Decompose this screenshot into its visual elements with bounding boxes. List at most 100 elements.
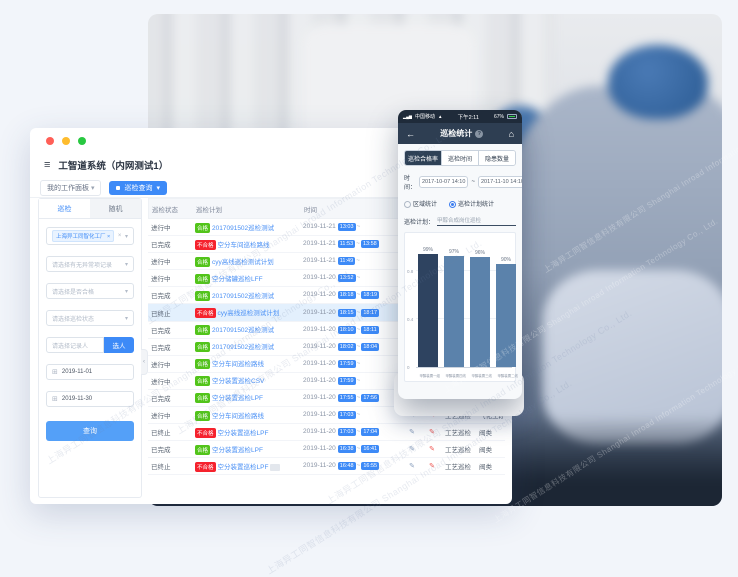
bar-chart: 0.8 0.4 0 99% 97% 96% 90% 甲醇装置一组 甲醇装置四线 甲醇装置三线甲…: [404, 232, 518, 382]
cell-category: 阀类: [479, 447, 492, 455]
window-body: 巡检 随机 上海异工同智化工厂 × × ▾ 请选择有无异常项记录 ▾ 请选择是否…: [30, 198, 512, 498]
bar-value-label: 96%: [474, 250, 485, 256]
plan-link[interactable]: 空分装置巡检LPF: [212, 446, 263, 454]
plan-input[interactable]: 甲醇合成岗位巡检: [437, 216, 516, 226]
edit-red-icon[interactable]: ✎: [429, 463, 435, 471]
segment-active[interactable]: 巡检合格率: [405, 151, 442, 165]
home-icon[interactable]: ⌂: [508, 128, 514, 139]
time-filter-row: 时间： 2017-10-07 14:10 ~ 2017-11-10 14:10: [404, 173, 522, 191]
date-end-input[interactable]: ⊞ 2019-11-30: [46, 391, 134, 407]
status-select[interactable]: 请选择巡检状态 ▾: [46, 310, 134, 326]
plan-link[interactable]: 空分装置巡检CSV: [212, 378, 265, 386]
bar[interactable]: [418, 254, 438, 367]
edit-red-icon[interactable]: ✎: [429, 429, 435, 437]
chevron-down-icon: ▾: [90, 184, 95, 192]
table-row[interactable]: 已终止 不合格 空分装置巡检LPF 2019-11-20 16:48 ~16:55 ✎ ✎ 工艺…: [148, 458, 505, 476]
tilde-separator: ~: [356, 359, 361, 367]
plan-link[interactable]: cyy高线巡检测试计划: [212, 258, 274, 266]
factory-chip[interactable]: 上海异工同智化工厂 ×: [52, 230, 115, 242]
cell-status: 已完成: [151, 327, 171, 335]
table-row[interactable]: 已完成 合格 2017091502巡检测试 2019-11-20 18:18 ~18:19…: [148, 287, 505, 305]
cell-plan: 合格 空分车间巡检路线: [192, 358, 300, 370]
back-arrow-icon[interactable]: ←: [406, 128, 415, 139]
date-text: 2019-11-20: [303, 291, 336, 299]
date-start-input[interactable]: ⊞ 2019-11-01: [46, 364, 134, 380]
segmented-control: 巡检合格率 巡检时间 隐患数量: [404, 150, 516, 166]
tilde-separator: ~: [356, 428, 361, 436]
gray-tag: [270, 463, 281, 471]
maximize-window-icon[interactable]: [78, 137, 86, 145]
minimize-window-icon[interactable]: [62, 137, 70, 145]
cell-category: 阀类: [479, 464, 492, 472]
plan-label: 巡检计划：: [404, 219, 435, 226]
date-text: 2019-11-21: [303, 223, 336, 231]
search-button[interactable]: 查询: [46, 421, 134, 441]
start-time-chip: 16:48: [337, 462, 356, 471]
radio-area-option[interactable]: 区域统计: [404, 199, 437, 208]
cell-status: 已终止: [151, 464, 171, 472]
plan-link[interactable]: 2017091502巡检测试: [212, 292, 275, 300]
segment-item[interactable]: 巡检时间: [442, 151, 479, 165]
info-icon[interactable]: ?: [475, 129, 484, 138]
bar[interactable]: [496, 264, 516, 367]
tilde-separator: ~: [356, 223, 361, 231]
phone-mockup: ▂▄▆ 中国移动 ▲ 下午2:11 67% ← 巡检统计 ? ⌂ 巡检合格率 巡检…: [398, 110, 522, 399]
bar[interactable]: [444, 256, 464, 367]
factory-select[interactable]: 上海异工同智化工厂 × × ▾: [46, 227, 134, 245]
start-time-chip: 16:38: [337, 445, 356, 454]
window-controls[interactable]: [46, 137, 86, 145]
cell-time: 2019-11-20 17:03 ~: [300, 411, 402, 420]
cell-plan: 合格 2017091502巡检测试: [192, 222, 300, 233]
tilde-separator: ~: [356, 308, 361, 316]
end-time-chip: 13:58: [360, 240, 379, 249]
pick-person-button[interactable]: 选人: [104, 337, 134, 353]
abnormal-record-select[interactable]: 请选择有无异常项记录 ▾: [46, 256, 134, 272]
plan-link[interactable]: 空分装置巡检LPF: [217, 429, 269, 437]
clear-icon[interactable]: ×: [117, 233, 122, 239]
sidebar-tab-random[interactable]: 随机: [90, 199, 141, 218]
qualified-select[interactable]: 请选择是否合格 ▾: [46, 283, 134, 299]
plan-link[interactable]: 空分车间巡检路线: [212, 412, 265, 420]
phone-page-title: 巡检统计 ?: [415, 128, 509, 139]
input-placeholder: 请选择记录人: [52, 343, 89, 350]
edit-icon[interactable]: ✎: [409, 463, 415, 471]
phone-navbar: ← 巡检统计 ? ⌂: [398, 123, 522, 144]
plan-link[interactable]: 2017091502巡检测试: [212, 224, 275, 232]
plan-link[interactable]: 空分储罐巡检LFF: [212, 275, 263, 283]
plan-link[interactable]: 空分装置巡检LPF: [217, 463, 269, 471]
plan-link[interactable]: 2017091502巡检测试: [212, 344, 275, 352]
cell-time: 2019-11-20 16:38 ~16:41: [300, 445, 402, 454]
table-row[interactable]: 已终止 不合格 空分装置巡检LPF 2019-11-20 17:03 ~17:04 ✎ ✎ 工艺…: [148, 424, 505, 442]
time-from-input[interactable]: 2017-10-07 14:10: [419, 176, 469, 188]
radio-plan-option[interactable]: 巡检计划统计: [449, 199, 494, 208]
recorder-input[interactable]: 请选择记录人: [46, 337, 104, 353]
tab-workspace[interactable]: 我的工作面板 ▾: [40, 179, 102, 196]
tilde-separator: ~: [471, 179, 475, 185]
date-text: 2019-11-20: [303, 428, 336, 436]
plan-link[interactable]: 空分车间巡检路线: [212, 361, 265, 369]
start-time-chip: 17:03: [337, 411, 356, 420]
table-row[interactable]: 已完成 合格 2017091502巡检测试 2019-11-20 18:02 ~18:04…: [148, 339, 505, 356]
table-row[interactable]: 已完成 合格 空分装置巡检LPF 2019-11-20 16:38 ~16:41 ✎ ✎ 工艺巡…: [148, 441, 505, 459]
time-to-input[interactable]: 2017-11-10 14:10: [477, 176, 522, 188]
date-text: 2019-11-20: [303, 342, 336, 350]
bar[interactable]: [470, 257, 490, 367]
plan-link[interactable]: 空分装置巡检LPF: [212, 395, 263, 403]
date-start-value: 2019-11-01: [61, 369, 93, 375]
tab-inspection-query[interactable]: 巡检查询 ▾: [109, 180, 167, 195]
sidebar-collapse-handle[interactable]: ‹: [141, 349, 148, 375]
plan-link[interactable]: cyy高线巡检测试计划: [217, 310, 280, 318]
edit-red-icon[interactable]: ✎: [429, 446, 435, 454]
plan-link[interactable]: 2017091502巡检测试: [212, 327, 275, 335]
edit-icon[interactable]: ✎: [409, 446, 415, 454]
sidebar-tab-inspection[interactable]: 巡检: [39, 199, 90, 218]
tilde-separator: ~: [356, 411, 361, 419]
tab-dot-icon: [116, 185, 121, 190]
edit-icon[interactable]: ✎: [409, 429, 415, 437]
segment-item[interactable]: 隐患数量: [479, 151, 515, 165]
close-window-icon[interactable]: [46, 137, 54, 145]
menu-icon[interactable]: ≡: [44, 159, 51, 171]
plan-link[interactable]: 空分车间巡检路线: [217, 241, 270, 249]
start-time-chip: 11:53: [337, 240, 356, 249]
